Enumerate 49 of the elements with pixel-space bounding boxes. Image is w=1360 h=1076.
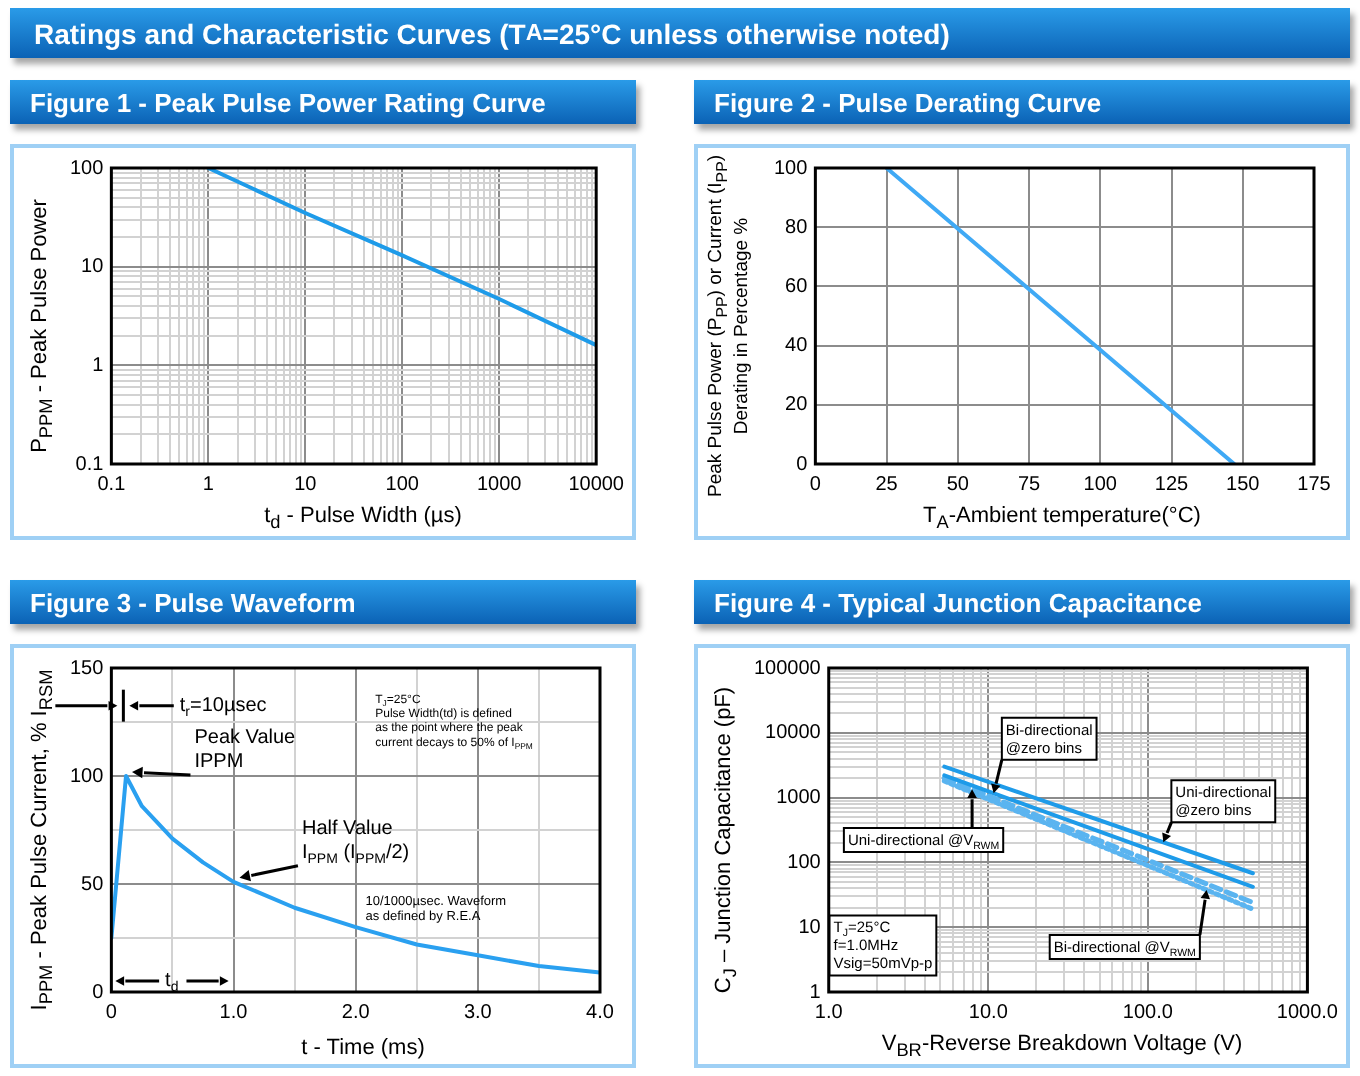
x-tick-label: 10000 bbox=[568, 473, 625, 496]
x-tick-label: 125 bbox=[1154, 473, 1190, 496]
y-tick-label: 10 bbox=[798, 916, 822, 939]
y-tick-label: 100 bbox=[69, 765, 105, 788]
y-tick-label: 100 bbox=[69, 157, 105, 180]
annotation: Peak Value IPPM bbox=[194, 727, 297, 774]
y-tick-label: 10 bbox=[81, 256, 105, 279]
x-tick-label: 100.0 bbox=[1122, 1001, 1174, 1024]
x-tick-label: 25 bbox=[875, 473, 899, 496]
chart-title: Figure 4 - Typical Junction Capacitance bbox=[694, 580, 1350, 624]
x-axis-title: t - Time (ms) bbox=[299, 1036, 427, 1060]
x-tick-label: 175 bbox=[1297, 473, 1332, 496]
x-tick-label: 1000.0 bbox=[1276, 1001, 1339, 1024]
y-tick-label: 20 bbox=[785, 394, 809, 417]
y-tick-label: 10000 bbox=[765, 722, 822, 745]
y-tick-label: 0.1 bbox=[75, 453, 105, 476]
y-tick-label: 1 bbox=[92, 354, 105, 377]
x-axis-title: V$_{BR}$-Reverse Breakdown Voltage (V) bbox=[879, 1031, 1245, 1060]
x-tick-label: 1 bbox=[202, 473, 215, 496]
y-tick-label: 0 bbox=[92, 981, 105, 1004]
x-tick-label: 2.0 bbox=[341, 1001, 371, 1024]
x-axis-title: t$_{d}$ - Pulse Width (µs) bbox=[262, 503, 464, 532]
x-tick-label: 75 bbox=[1017, 473, 1042, 496]
x-axis-title: T$_{A}$-Ambient temperature(°C) bbox=[921, 503, 1203, 532]
x-tick-label: 50 bbox=[946, 473, 970, 496]
y-tick-label: 50 bbox=[81, 873, 105, 896]
chart-title: Figure 2 - Pulse Derating Curve bbox=[694, 80, 1350, 124]
y-tick-label: 100000 bbox=[753, 657, 822, 680]
x-tick-label: 10.0 bbox=[968, 1001, 1009, 1024]
y-tick-label: 100 bbox=[773, 157, 809, 180]
y-tick-label: 80 bbox=[785, 216, 809, 239]
y-tick-label: 1 bbox=[809, 981, 822, 1004]
x-tick-label: 4.0 bbox=[586, 1001, 615, 1024]
chart-title: Figure 3 - Pulse Waveform bbox=[10, 580, 636, 624]
x-tick-label: 10 bbox=[294, 473, 318, 496]
y-tick-label: 100 bbox=[787, 851, 822, 874]
x-tick-label: 1.0 bbox=[219, 1001, 249, 1024]
x-tick-label: 150 bbox=[1226, 473, 1261, 496]
x-tick-label: 1000 bbox=[476, 473, 523, 496]
y-tick-label: 150 bbox=[69, 657, 105, 680]
y-tick-label: 60 bbox=[785, 275, 809, 298]
y-tick-label: 1000 bbox=[776, 787, 822, 810]
x-tick-label: 3.0 bbox=[463, 1001, 493, 1024]
x-tick-label: 100 bbox=[1083, 473, 1118, 496]
x-tick-label: 100 bbox=[385, 473, 420, 496]
y-tick-label: 40 bbox=[785, 335, 809, 358]
y-tick-label: 0 bbox=[796, 453, 809, 476]
chart-title: Figure 1 - Peak Pulse Power Rating Curve bbox=[10, 80, 636, 124]
x-tick-label: 1.0 bbox=[814, 1001, 844, 1024]
